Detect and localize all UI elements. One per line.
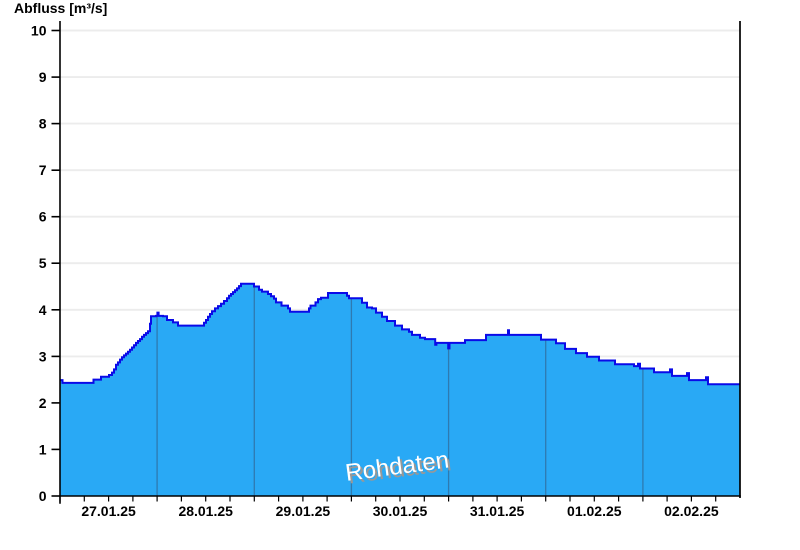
- svg-text:28.01.25: 28.01.25: [178, 503, 233, 519]
- svg-text:6: 6: [39, 209, 47, 225]
- svg-text:0: 0: [39, 488, 47, 504]
- svg-text:1: 1: [39, 441, 47, 457]
- svg-text:8: 8: [39, 116, 47, 132]
- svg-text:29.01.25: 29.01.25: [276, 503, 331, 519]
- svg-text:4: 4: [39, 302, 47, 318]
- svg-text:27.01.25: 27.01.25: [81, 503, 136, 519]
- svg-text:2: 2: [39, 395, 47, 411]
- svg-text:Abfluss [m³/s]: Abfluss [m³/s]: [14, 0, 107, 16]
- svg-text:02.02.25: 02.02.25: [664, 503, 719, 519]
- svg-text:5: 5: [39, 255, 47, 271]
- svg-text:31.01.25: 31.01.25: [470, 503, 525, 519]
- svg-text:3: 3: [39, 348, 47, 364]
- svg-text:7: 7: [39, 162, 47, 178]
- svg-text:01.02.25: 01.02.25: [567, 503, 622, 519]
- svg-text:9: 9: [39, 69, 47, 85]
- svg-text:30.01.25: 30.01.25: [373, 503, 428, 519]
- svg-text:10: 10: [31, 23, 47, 39]
